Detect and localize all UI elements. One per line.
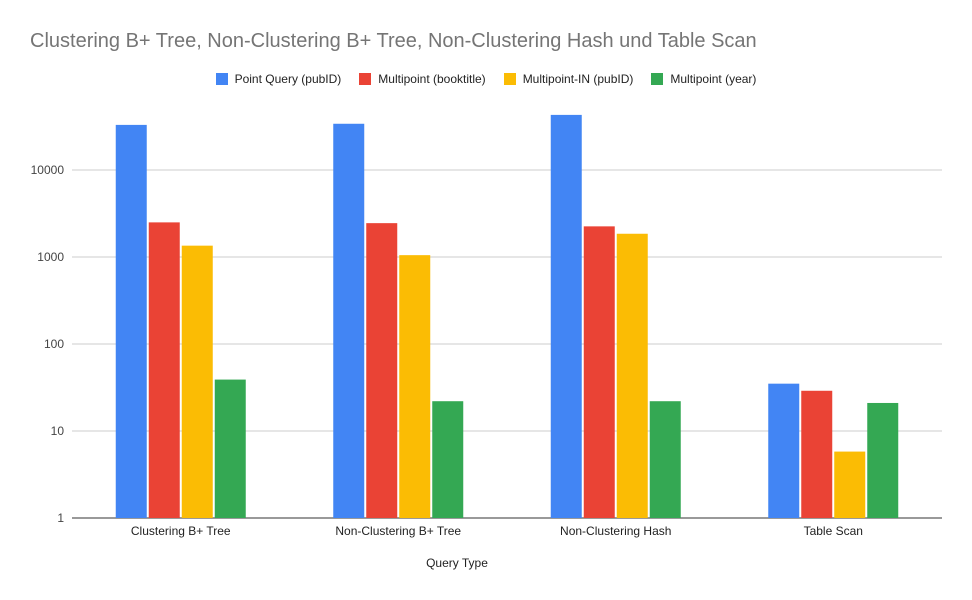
bar[interactable] — [768, 383, 800, 518]
bar[interactable] — [583, 226, 615, 519]
bar[interactable] — [834, 451, 866, 518]
bar[interactable] — [649, 401, 681, 518]
legend: Point Query (pubID) Multipoint (booktitl… — [0, 72, 972, 86]
bar[interactable] — [432, 401, 464, 518]
x-tick-label: Non-Clustering Hash — [560, 524, 671, 538]
bar[interactable] — [399, 255, 431, 518]
bar[interactable] — [366, 223, 398, 518]
bar[interactable] — [867, 402, 899, 518]
bar[interactable] — [148, 222, 180, 519]
y-tick-label: 1 — [57, 511, 64, 525]
legend-swatch-multipoint-booktitle — [359, 73, 372, 85]
bar[interactable] — [214, 379, 246, 518]
legend-item-multipoint-year[interactable]: Multipoint (year) — [651, 72, 756, 86]
bar[interactable] — [181, 245, 213, 519]
y-tick-label: 100 — [44, 337, 64, 351]
bar[interactable] — [616, 233, 648, 519]
y-tick-label: 10000 — [31, 163, 65, 177]
bar[interactable] — [550, 114, 582, 518]
bar[interactable] — [333, 123, 365, 518]
legend-label-multipoint-booktitle: Multipoint (booktitle) — [378, 72, 486, 86]
bar[interactable] — [801, 390, 833, 518]
legend-label-point-query: Point Query (pubID) — [234, 72, 342, 86]
x-tick-label: Table Scan — [804, 524, 863, 538]
legend-swatch-multipoint-in — [503, 73, 516, 85]
y-tick-label: 1000 — [37, 250, 64, 264]
legend-item-multipoint-booktitle[interactable]: Multipoint (booktitle) — [359, 72, 486, 86]
legend-item-multipoint-in[interactable]: Multipoint-IN (pubID) — [503, 72, 634, 86]
legend-swatch-point-query — [215, 73, 228, 85]
legend-label-multipoint-year: Multipoint (year) — [670, 72, 757, 86]
x-axis-title: Query Type — [426, 556, 488, 570]
bar[interactable] — [115, 124, 147, 519]
y-tick-label: 10 — [51, 424, 65, 438]
x-tick-label: Clustering B+ Tree — [131, 524, 231, 538]
chart-title: Clustering B+ Tree, Non-Clustering B+ Tr… — [30, 30, 757, 52]
legend-label-multipoint-in: Multipoint-IN (pubID) — [522, 72, 634, 86]
legend-item-point-query[interactable]: Point Query (pubID) — [215, 72, 342, 86]
legend-swatch-multipoint-year — [651, 73, 664, 85]
x-tick-label: Non-Clustering B+ Tree — [335, 524, 461, 538]
